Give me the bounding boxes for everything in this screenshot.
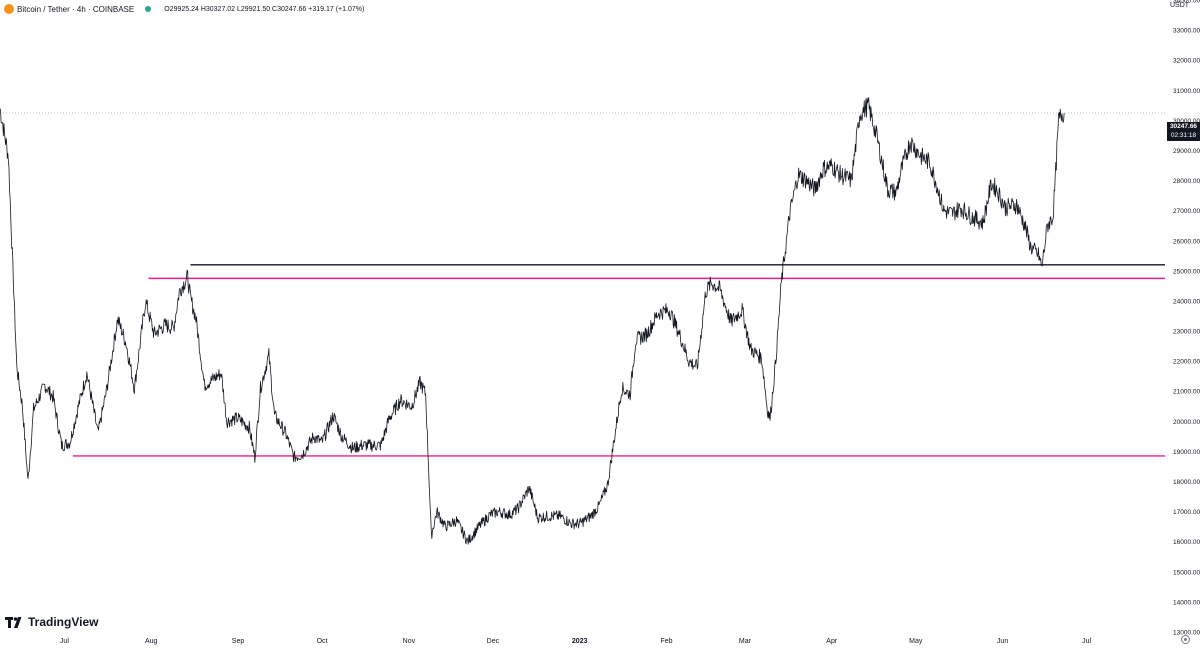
y-tick-label: 20000.00 [1173,419,1200,426]
y-tick-label: 18000.00 [1173,479,1200,486]
horizontal-lines-layer [0,112,1165,457]
x-tick-label: Mar [739,638,752,645]
y-tick-label: 25000.00 [1173,268,1200,275]
y-tick-label: 28000.00 [1173,178,1200,185]
x-tick-label: Oct [317,638,328,645]
x-tick-label: Jun [997,638,1008,645]
tradingview-logo-icon [5,616,22,628]
x-tick-label: Apr [826,638,838,645]
x-tick-label: Sep [232,638,245,645]
y-tick-label: 17000.00 [1173,509,1200,516]
x-tick-label: Jul [1082,638,1091,645]
gear-icon[interactable] [1181,635,1190,644]
x-tick-label: Feb [660,638,672,645]
y-tick-label: 29000.00 [1173,148,1200,155]
y-tick-label: 23000.00 [1173,329,1200,336]
price-axis[interactable]: 34000.00 33000.00 32000.00 31000.00 30000.00… [1173,0,1200,637]
y-tick-label: 24000.00 [1173,298,1200,305]
tradingview-watermark[interactable]: TradingView [5,614,98,630]
x-tick-label: Dec [487,638,500,645]
x-tick-label: 2023 [572,638,588,645]
y-tick-label: 26000.00 [1173,238,1200,245]
y-tick-label: 21000.00 [1173,389,1200,396]
bitcoin-logo-icon [4,4,14,14]
price-line [0,97,1065,545]
x-tick-label: Jul [60,638,69,645]
time-axis[interactable]: Jul Aug Sep Oct Nov Dec 2023 Feb Mar Apr May Jun Jul [60,638,1092,645]
y-tick-label: 27000.00 [1173,208,1200,215]
bar-countdown: 02:31:18 [1170,131,1197,139]
price-series-layer [0,97,1065,545]
y-tick-label: 22000.00 [1173,359,1200,366]
x-tick-label: Aug [145,638,158,645]
chart-header: Bitcoin / Tether · 4h · COINBASE O29925.… [4,2,364,16]
x-tick-label: May [909,638,923,645]
y-tick-label: 34000.00 [1173,0,1200,5]
y-tick-label: 15000.00 [1173,569,1200,576]
ohlc-readout: O29925.24 H30327.02 L29921.50 C30247.66 … [164,5,365,13]
y-tick-label: 33000.00 [1173,28,1200,35]
y-tick-label: 13000.00 [1173,630,1200,637]
x-tick-label: Nov [403,638,416,645]
y-tick-label: 31000.00 [1173,88,1200,95]
market-status-icon [145,6,152,12]
currency-label[interactable]: USDT [1170,2,1190,9]
last-price-value: 30247.66 [1169,123,1198,130]
last-price-tag: 30247.66 02:31:18 [1167,122,1200,141]
symbol-title[interactable]: Bitcoin / Tether · 4h · COINBASE [17,4,135,14]
y-tick-label: 30000.00 [1173,118,1200,125]
y-tick-label: 14000.00 [1173,599,1200,606]
y-tick-label: 19000.00 [1173,449,1200,456]
y-tick-label: 16000.00 [1173,539,1200,546]
y-tick-label: 32000.00 [1173,58,1200,65]
watermark-text: TradingView [28,615,99,629]
